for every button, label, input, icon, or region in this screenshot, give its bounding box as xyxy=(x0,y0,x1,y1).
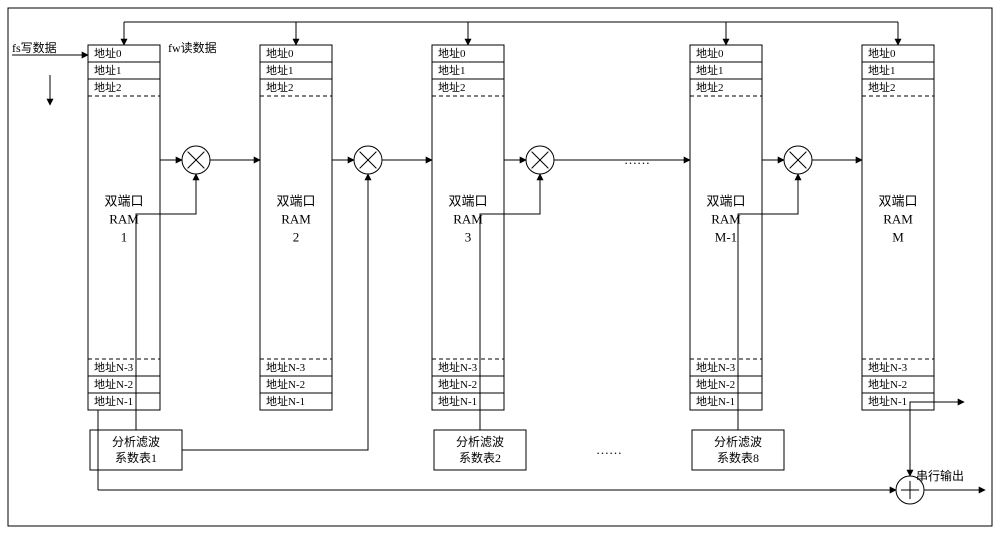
ram-block xyxy=(432,45,504,410)
ram-addr-label: 地址1 xyxy=(868,63,896,77)
ram-title: 双端口 xyxy=(104,194,143,209)
diagram-canvas: 地址0 地址1 地址2 地址N-3 地址N-2 地址N-1 双端口 RAM 1 地址0 地址1 地址2… xyxy=(0,0,1000,534)
ram-index: 3 xyxy=(465,230,472,245)
fs-write-label: fs写数据 xyxy=(12,40,57,55)
ram-addr-label: 地址N-2 xyxy=(868,377,907,391)
ram-block xyxy=(690,45,762,410)
ram-title: RAM xyxy=(281,212,311,227)
ram-addr-label: 地址1 xyxy=(438,63,466,77)
wire xyxy=(182,174,368,450)
ram-title: RAM xyxy=(453,212,483,227)
ram-addr-label: 地址N-1 xyxy=(266,394,305,408)
ram-addr-label: 地址0 xyxy=(94,46,122,60)
serial-out-label: 串行输出 xyxy=(916,468,964,483)
ram-index: 1 xyxy=(121,230,128,245)
ram-addr-label: 地址0 xyxy=(696,46,724,60)
ram-title: RAM xyxy=(109,212,139,227)
wire xyxy=(480,174,540,430)
ram-addr-label: 地址2 xyxy=(696,80,724,94)
ram-addr-label: 地址1 xyxy=(94,63,122,77)
ram-addr-label: 地址N-2 xyxy=(696,377,735,391)
ram-addr-label: 地址2 xyxy=(266,80,294,94)
ram-addr-label: 地址2 xyxy=(94,80,122,94)
ram-title: 双端口 xyxy=(706,194,745,209)
ram-addr-label: 地址N-3 xyxy=(868,360,908,374)
ram-title: 双端口 xyxy=(448,194,487,209)
ram-addr-label: 地址N-3 xyxy=(94,360,134,374)
ram-addr-label: 地址N-2 xyxy=(266,377,305,391)
coef-label: 系数表8 xyxy=(717,450,759,465)
wire xyxy=(136,174,196,430)
ram-block xyxy=(88,45,160,410)
ram-addr-label: 地址0 xyxy=(868,46,896,60)
ram-index: 2 xyxy=(293,230,300,245)
ram-addr-label: 地址N-1 xyxy=(696,394,735,408)
fw-read-label: fw读数据 xyxy=(168,40,217,55)
coef-label: 系数表2 xyxy=(459,450,501,465)
ram-addr-label: 地址N-3 xyxy=(696,360,736,374)
ram-title: 双端口 xyxy=(276,194,315,209)
ram-index: M-1 xyxy=(715,230,737,245)
coef-label: 分析滤波 xyxy=(112,435,160,449)
ellipsis: …… xyxy=(596,442,622,457)
wire xyxy=(910,402,964,476)
ram-title: RAM xyxy=(711,212,741,227)
ram-addr-label: 地址0 xyxy=(438,46,466,60)
ram-addr-label: 地址N-3 xyxy=(266,360,306,374)
wire xyxy=(738,174,798,430)
ram-block xyxy=(862,45,934,410)
ram-addr-label: 地址N-1 xyxy=(438,394,477,408)
ram-addr-label: 地址N-1 xyxy=(868,394,907,408)
ram-addr-label: 地址N-2 xyxy=(94,377,133,391)
ram-addr-label: 地址N-3 xyxy=(438,360,478,374)
ram-addr-label: 地址2 xyxy=(868,80,896,94)
ram-addr-label: 地址2 xyxy=(438,80,466,94)
coef-label: 分析滤波 xyxy=(714,435,762,449)
ram-index: M xyxy=(892,230,904,245)
ram-addr-label: 地址1 xyxy=(696,63,724,77)
ram-addr-label: 地址1 xyxy=(266,63,294,77)
coef-label: 分析滤波 xyxy=(456,435,504,449)
ram-title: RAM xyxy=(883,212,913,227)
ram-addr-label: 地址N-2 xyxy=(438,377,477,391)
coef-label: 系数表1 xyxy=(115,450,157,465)
ram-block xyxy=(260,45,332,410)
ram-title: 双端口 xyxy=(878,194,917,209)
ram-addr-label: 地址0 xyxy=(266,46,294,60)
ram-addr-label: 地址N-1 xyxy=(94,394,133,408)
